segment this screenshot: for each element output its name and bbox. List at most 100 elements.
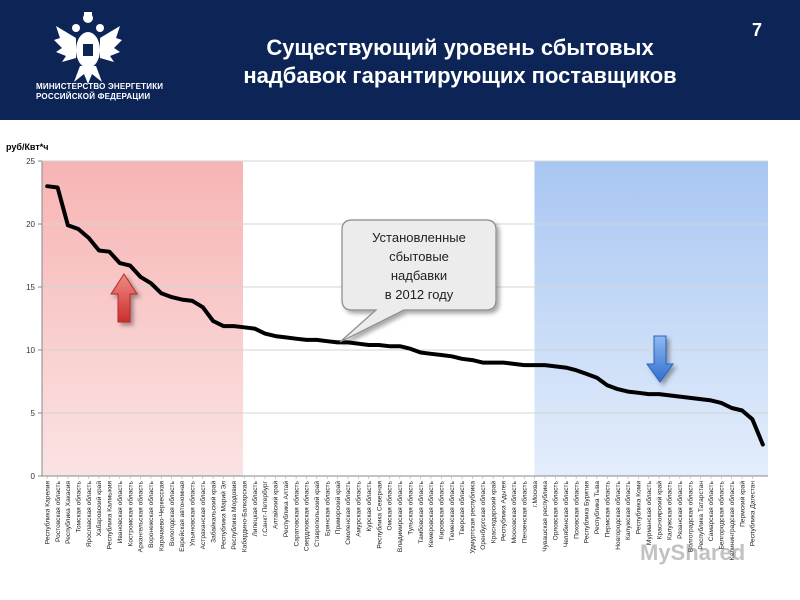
slide-title-line2: надбавок гарантирующих поставщиков xyxy=(243,63,677,88)
slide-header: МИНИСТЕРСТВО ЭНЕРГЕТИКИ РОССИЙСКОЙ ФЕДЕР… xyxy=(0,0,800,120)
x-tick-label: Челябинская область xyxy=(562,480,570,547)
data-point xyxy=(544,364,546,366)
x-tick-label: Владимирская область xyxy=(396,480,404,552)
data-point xyxy=(191,300,194,302)
x-tick-label: Республика Адыгея xyxy=(500,481,508,541)
x-tick-label: Костромская область xyxy=(126,480,134,546)
up-arrow-icon xyxy=(110,273,138,323)
x-tick-label: Рязанская область xyxy=(676,480,684,538)
annotation-callout xyxy=(339,219,497,343)
y-tick-label: 25 xyxy=(26,157,35,166)
y-axis-label: руб/Квт*ч xyxy=(6,142,49,152)
x-tick-label: Ярославская область xyxy=(85,480,93,547)
x-tick-label: Ивановская область xyxy=(116,480,124,543)
x-tick-label: Республика Тыва xyxy=(593,481,601,534)
data-point xyxy=(129,264,131,267)
x-tick-label: Московская область xyxy=(510,480,518,543)
x-tick-label: Краснодарский край xyxy=(489,481,497,543)
x-tick-label: Пензенская область xyxy=(520,480,528,543)
x-tick-label: Ульяновская область xyxy=(189,480,197,546)
x-tick-label: Кабардино-Балкарская xyxy=(240,481,248,553)
annotation-text-line: надбавки xyxy=(391,268,447,283)
x-tick-label: Свердловская область xyxy=(303,480,311,551)
data-point xyxy=(627,390,629,393)
data-point xyxy=(243,326,246,329)
data-point xyxy=(139,276,142,278)
data-point xyxy=(668,394,671,397)
data-point xyxy=(347,341,349,344)
data-point xyxy=(471,359,474,361)
data-point xyxy=(637,392,640,394)
data-point xyxy=(284,336,287,339)
data-point xyxy=(98,249,100,252)
data-point xyxy=(523,364,526,366)
x-tick-label: Курская область xyxy=(365,480,373,531)
x-tick-label: Удмуртская республика xyxy=(469,481,477,554)
data-point xyxy=(367,344,370,346)
annotation-text-line: сбытовые xyxy=(389,249,449,264)
tariff-series-line xyxy=(45,184,765,447)
x-tick-label: Пермский край xyxy=(738,481,746,527)
x-tick-label: Астраханская область xyxy=(199,480,207,549)
slide-title-line1: Существующий уровень сбытовых xyxy=(266,35,654,60)
data-point xyxy=(492,361,494,364)
data-point xyxy=(513,363,515,365)
data-point xyxy=(274,335,277,337)
x-tick-label: Чувашская республика xyxy=(541,481,549,552)
x-tick-label: Приморский край xyxy=(334,481,342,535)
x-tick-label: Калининградская область xyxy=(728,480,736,560)
x-tick-label: г.Москва xyxy=(532,481,539,507)
watermark: MyShared xyxy=(640,540,746,565)
data-point xyxy=(741,409,743,412)
data-point xyxy=(585,373,588,375)
data-point xyxy=(679,395,681,398)
slide-title: Существующий уровень сбытовых надбавок г… xyxy=(180,34,740,90)
x-tick-label: Калужская область xyxy=(666,480,674,540)
data-point xyxy=(46,185,48,187)
x-tick-label: г.Санкт-Петербург xyxy=(261,480,269,536)
data-point xyxy=(430,352,432,355)
x-tick-label: Республика Марий Эл xyxy=(220,481,228,549)
data-point xyxy=(108,250,111,253)
data-point xyxy=(56,186,59,189)
data-point xyxy=(564,366,567,369)
data-point xyxy=(440,354,443,356)
data-point xyxy=(336,341,339,344)
x-tick-label: Воронежская область xyxy=(147,480,155,547)
data-point xyxy=(305,339,308,341)
x-tick-label: Республика Алтай xyxy=(282,481,290,537)
y-tick-label: 5 xyxy=(31,409,36,418)
x-tick-label: Ростовская область xyxy=(54,480,62,541)
data-point xyxy=(295,337,297,340)
data-point xyxy=(730,407,733,409)
x-tick-label: Хабаровский край xyxy=(95,481,103,537)
data-point xyxy=(461,358,463,360)
x-tick-label: Самарская область xyxy=(707,480,715,541)
annotation-text-line: Установленные xyxy=(372,230,466,245)
x-tick-label: Ставропольский край xyxy=(313,481,321,547)
data-point xyxy=(316,339,318,341)
data-point xyxy=(751,418,754,421)
y-tick-label: 0 xyxy=(31,472,36,481)
y-tick-label: 15 xyxy=(26,283,35,292)
data-point xyxy=(502,361,505,364)
data-point xyxy=(181,298,183,301)
data-point xyxy=(710,399,712,402)
x-tick-label: Липецкая область xyxy=(251,480,259,536)
data-point xyxy=(575,369,577,371)
x-tick-label: Кировская область xyxy=(438,480,446,539)
x-tick-label: Калужская область xyxy=(624,480,632,540)
annotation-text-line: в 2012 году xyxy=(385,287,454,302)
x-tick-label: Республика Коми xyxy=(635,481,643,535)
x-tick-label: Томская область xyxy=(75,480,83,532)
x-tick-label: Белгородская область xyxy=(718,480,726,549)
x-tick-label: Республика Калмыкия xyxy=(106,481,114,550)
x-tick-label: Мурманская область xyxy=(645,480,653,545)
x-tick-label: Амурская область xyxy=(355,480,363,536)
x-tick-label: Тульская область xyxy=(406,480,414,534)
x-tick-label: Республика Карелия xyxy=(43,481,51,545)
x-tick-label: Волгоградская область xyxy=(686,480,694,552)
data-point xyxy=(450,355,453,358)
ministry-name: МИНИСТЕРСТВО ЭНЕРГЕТИКИ РОССИЙСКОЙ ФЕДЕР… xyxy=(36,82,164,101)
data-point xyxy=(212,320,214,322)
